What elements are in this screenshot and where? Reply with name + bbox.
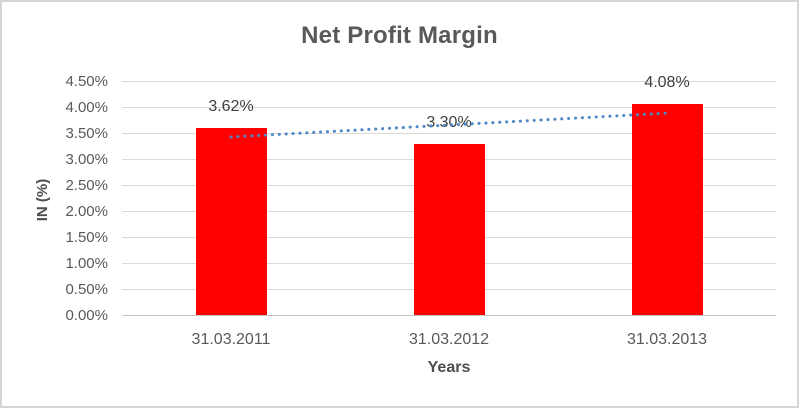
y-tick-label: 2.00% bbox=[65, 202, 108, 220]
chart-title: Net Profit Margin bbox=[301, 22, 498, 49]
x-tick-label: 31.03.2012 bbox=[408, 331, 490, 348]
bar-31.03.2013 bbox=[631, 103, 703, 316]
data-label: 3.30% bbox=[426, 114, 472, 132]
y-tick-label: 4.50% bbox=[65, 72, 108, 90]
y-tick-label: 0.00% bbox=[65, 306, 108, 324]
data-label: 4.08% bbox=[644, 73, 690, 91]
x-tick-label: 31.03.2013 bbox=[626, 331, 708, 348]
x-axis-line bbox=[122, 315, 776, 316]
y-tick-label: 0.50% bbox=[65, 280, 108, 298]
gridline bbox=[122, 107, 776, 109]
bar-31.03.2012 bbox=[413, 144, 485, 316]
y-tick-label: 2.50% bbox=[65, 176, 108, 194]
bar-31.03.2011 bbox=[195, 127, 267, 316]
data-label: 3.62% bbox=[208, 97, 254, 115]
y-tick-label: 1.50% bbox=[65, 228, 108, 246]
gridline bbox=[122, 81, 776, 83]
y-tick-label: 4.00% bbox=[65, 98, 108, 116]
y-axis-title: IN (%) bbox=[34, 178, 51, 222]
x-axis-title: Years bbox=[427, 359, 471, 376]
y-tick-label: 3.00% bbox=[65, 150, 108, 168]
x-tick-label: 31.03.2011 bbox=[191, 331, 271, 348]
y-tick-label: 1.00% bbox=[65, 254, 108, 272]
y-tick-label: 3.50% bbox=[65, 124, 108, 142]
